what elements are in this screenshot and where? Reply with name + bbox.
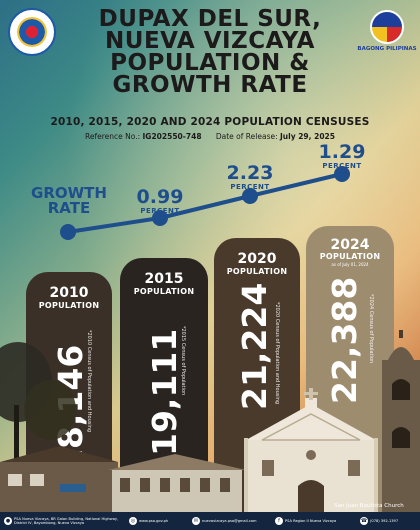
growth-value-number: 0.99 [136, 186, 184, 208]
card-year: 2010 [49, 285, 89, 301]
card-year: 2024 [330, 237, 370, 253]
footer-email-text: nuevavizcaya.psa@gmail.com [202, 519, 257, 523]
card-year: 2020 [237, 251, 277, 267]
growth-rate-line [67, 172, 343, 234]
population-card-2015: 2015 POPULATION 19,111 *2015 Census of P… [120, 258, 208, 530]
reference-number: IG202550-748 [142, 132, 202, 141]
growth-value-2020: 2.23 PERCENT [220, 162, 280, 192]
growth-value-unit: PERCENT [230, 183, 270, 191]
footer-address: ● PSA Nueva Vizcaya, BR Galan Building, … [4, 517, 126, 525]
globe-icon: ◎ [129, 517, 137, 525]
phone-icon: ☎ [360, 517, 368, 525]
footer-contact-bar: ● PSA Nueva Vizcaya, BR Galan Building, … [0, 512, 420, 530]
card-source-note: *2015 Census of Population [180, 326, 186, 396]
footer-phone-text: (078) 392-1397 [370, 519, 399, 523]
card-label: POPULATION [226, 267, 288, 276]
footer-facebook[interactable]: f PSA Region II Nueva Vizcaya [275, 517, 357, 525]
growth-rate-label: GROWTH RATE [31, 184, 107, 217]
email-icon: ✉ [192, 517, 200, 525]
psa-logo [8, 8, 56, 56]
footer-website-text: www.psa.gov.ph [139, 519, 169, 523]
growth-value-2024: 1.29 PERCENT [312, 141, 372, 171]
footer-phone[interactable]: ☎ (078) 392-1397 [360, 517, 416, 525]
logo-caption: BAGONG PILIPINAS [357, 46, 417, 52]
title-line-3: POPULATION & [110, 50, 310, 76]
card-label: POPULATION [319, 252, 381, 261]
footer-email[interactable]: ✉ nuevavizcaya.psa@gmail.com [192, 517, 272, 525]
population-card-2010: 2010 POPULATION 18,146 *2010 Census of P… [26, 272, 112, 530]
growth-point-2024 [334, 166, 350, 182]
card-label: POPULATION [38, 301, 100, 310]
footer-facebook-text: PSA Region II Nueva Vizcaya [285, 519, 337, 523]
reference-line: Reference No.: IG202550-748 Date of Rele… [0, 132, 420, 141]
release-label: Date of Release: [215, 132, 278, 141]
footer-website[interactable]: ◎ www.psa.gov.ph [129, 517, 189, 525]
population-card-2020: 2020 POPULATION 21,224 *2020 Census of P… [214, 238, 300, 530]
release-date: July 29, 2025 [280, 132, 335, 141]
page-subtitle: 2010, 2015, 2020 AND 2024 POPULATION CEN… [50, 116, 370, 128]
reference-label: Reference No.: [84, 132, 141, 141]
card-source-note: *2010 Census of Population and Housing [86, 330, 92, 433]
growth-point-2015 [152, 210, 168, 226]
card-source-note: *2024 Census of Population [368, 294, 374, 364]
title-line-2: NUEVA VIZCAYA [105, 28, 315, 54]
photo-credit: San Juan Bautista Church [334, 503, 404, 509]
bagong-pilipinas-logo: BAGONG PILIPINAS [357, 10, 417, 58]
card-label: POPULATION [133, 287, 195, 296]
growth-value-number: 1.29 [318, 141, 366, 163]
page-title: DUPAX DEL SUR, NUEVA VIZCAYA POPULATION … [60, 6, 360, 98]
facebook-icon: f [275, 517, 283, 525]
card-population-value: 18,146 [51, 344, 90, 472]
title-line-1: DUPAX DEL SUR, [98, 6, 322, 32]
card-year: 2015 [144, 271, 184, 287]
growth-value-number: 2.23 [226, 162, 274, 184]
growth-value-unit: PERCENT [140, 207, 180, 215]
card-population-value: 19,111 [145, 328, 184, 456]
card-population-value: 22,388 [325, 276, 364, 404]
card-source-note: *2020 Census of Population and Housing [274, 302, 280, 405]
card-as-of-note: as of July 01, 2024 [331, 262, 369, 267]
growth-value-2015: 0.99 PERCENT [130, 186, 190, 216]
title-line-4: GROWTH RATE [112, 72, 308, 98]
growth-value-unit: PERCENT [322, 162, 362, 170]
growth-point-2020 [242, 188, 258, 204]
growth-point-2010 [60, 224, 76, 240]
location-icon: ● [4, 517, 12, 525]
card-population-value: 21,224 [235, 282, 274, 410]
population-card-2024: 2024 POPULATION as of July 01, 2024 22,3… [306, 226, 394, 530]
footer-address-text: PSA Nueva Vizcaya, BR Galan Building, Na… [14, 517, 119, 525]
